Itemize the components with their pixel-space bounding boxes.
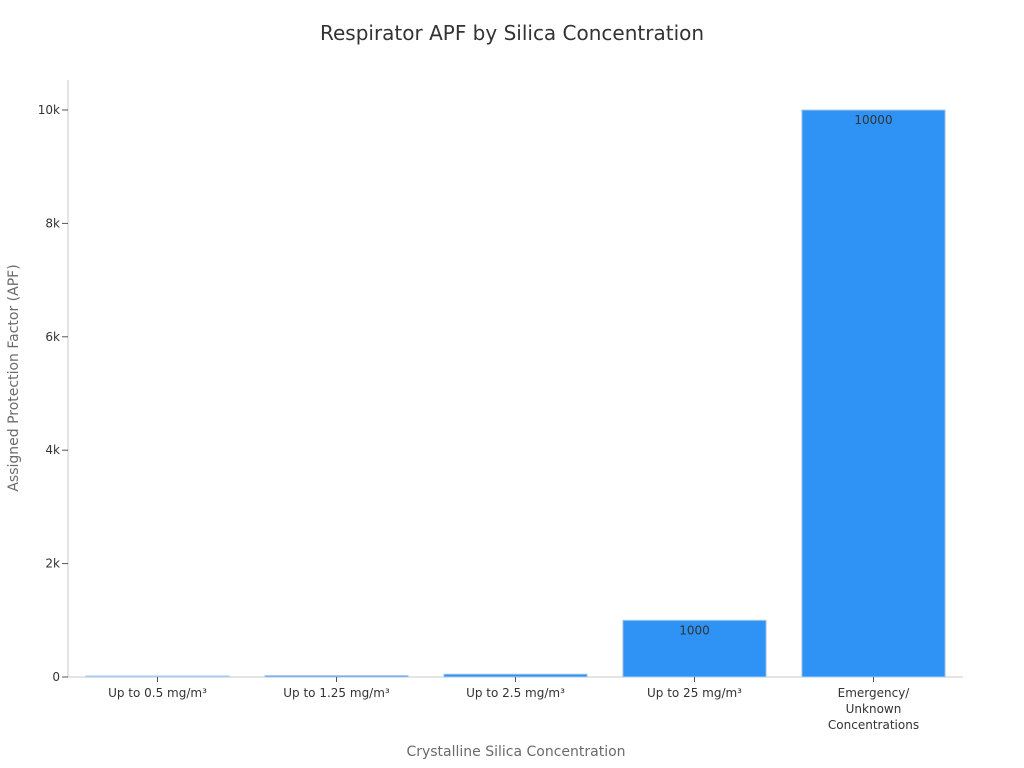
- y-tick-label: 6k: [45, 330, 60, 344]
- bar: [264, 675, 409, 678]
- x-tick-label: Up to 2.5 mg/m³: [466, 686, 565, 700]
- data-label: 1000: [679, 623, 710, 637]
- x-tick-label: Up to 1.25 mg/m³: [283, 686, 390, 700]
- y-axis-label: Assigned Protection Factor (APF): [6, 264, 22, 491]
- x-tick-label: Up to 25 mg/m³: [647, 686, 742, 700]
- chart-title: Respirator APF by Silica Concentration: [320, 21, 704, 45]
- x-tick-label: Emergency/Unknown Concentrations: [828, 686, 919, 732]
- y-tick-label: 4k: [45, 443, 60, 457]
- bar: [85, 675, 230, 678]
- y-tick-label: 0: [52, 670, 60, 684]
- bar: [801, 109, 946, 678]
- x-tick-label: Up to 0.5 mg/m³: [108, 686, 207, 700]
- y-tick-label: 2k: [45, 557, 60, 571]
- y-tick-label: 8k: [45, 216, 60, 230]
- bar: [622, 619, 767, 678]
- bar: [443, 673, 588, 678]
- plot-area: 0 2k 4k 6k 8k 10k Up to 0.5 mg/m³ Up to 1.25 mg…: [38, 80, 963, 732]
- x-axis-label: Crystalline Silica Concentration: [406, 744, 625, 760]
- data-label: 10000: [854, 113, 892, 127]
- y-tick-label: 10k: [38, 103, 60, 117]
